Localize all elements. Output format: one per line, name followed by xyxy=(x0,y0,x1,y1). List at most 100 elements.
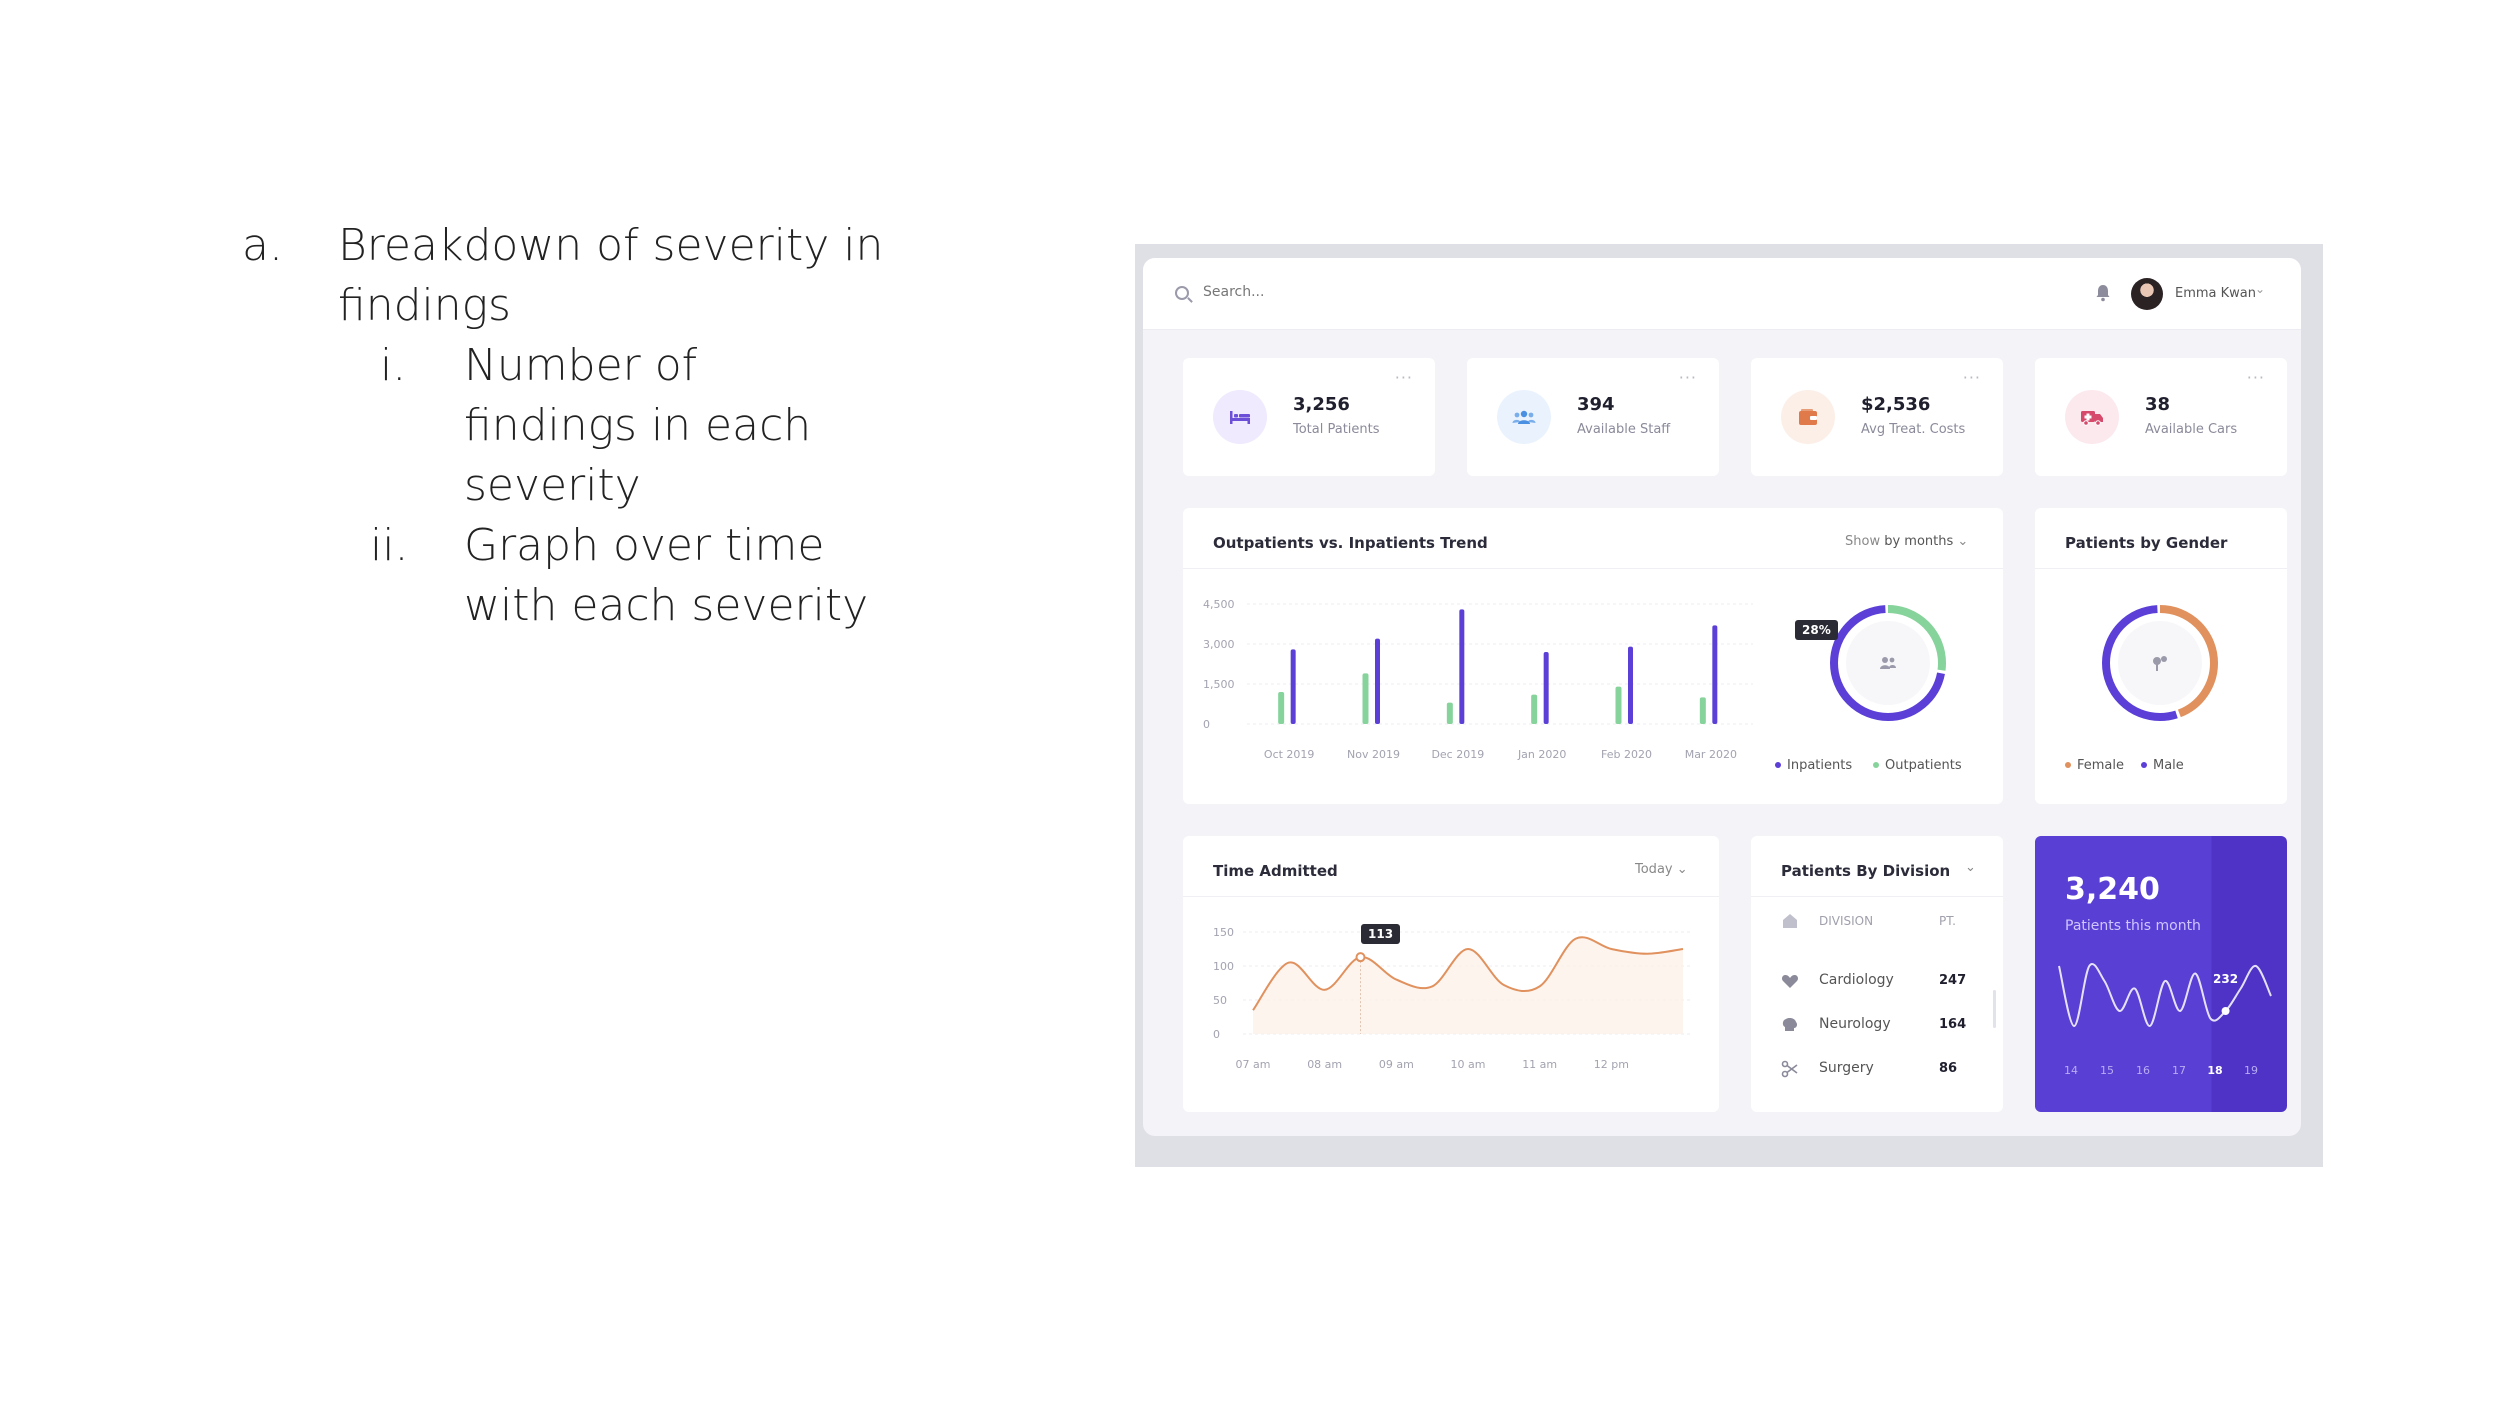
division-row-value: 164 xyxy=(1939,1017,1967,1032)
x-tick-label: 12 pm xyxy=(1594,1058,1629,1071)
division-row-value: 247 xyxy=(1939,973,1967,988)
wallet-icon xyxy=(1781,390,1835,444)
division-row-label: Cardiology xyxy=(1819,972,1894,988)
user-name[interactable]: Emma Kwan xyxy=(2175,286,2257,301)
y-tick-label: 0 xyxy=(1203,718,1210,731)
stat-card-available-staff[interactable]: 394 Available Staff ··· xyxy=(1467,358,1719,476)
stat-label: Available Cars xyxy=(2145,422,2238,437)
x-tick-label: 18 xyxy=(2207,1064,2222,1077)
bar-outpatients xyxy=(1446,702,1453,724)
x-tick-label: Dec 2019 xyxy=(1431,748,1484,761)
dashboard-screenshot: Search... Emma Kwan ⌄ 3,256 Total Patien… xyxy=(1135,244,2323,1167)
donut-slice-male xyxy=(2102,605,2218,721)
x-tick-label: Nov 2019 xyxy=(1347,748,1400,761)
stat-card-avg-treat-costs[interactable]: $2,536 Avg Treat. Costs ··· xyxy=(1751,358,2003,476)
line-series xyxy=(1252,936,1684,1011)
people-icon-head xyxy=(1889,657,1895,663)
bar-inpatients xyxy=(1543,652,1549,724)
trend-donut-chart xyxy=(1830,605,1946,721)
y-tick-label: 100 xyxy=(1213,960,1234,973)
slide-outline: a. Breakdown of severity in findings i. … xyxy=(0,0,1000,800)
x-tick-label: Feb 2020 xyxy=(1601,748,1652,761)
divider xyxy=(1751,896,2003,897)
x-tick-label: 09 am xyxy=(1379,1058,1414,1071)
gender-icon-shape xyxy=(2156,664,2158,671)
stat-card-available-cars[interactable]: 38 Available Cars ··· xyxy=(2035,358,2287,476)
time-admitted-line-chart: 150 100 50 0 07 am 08 am 09 am 10 am 11 am 12 pm xyxy=(1213,926,1693,1071)
donut-slice-outpatients xyxy=(1830,605,1946,721)
line-area xyxy=(1253,937,1683,1034)
y-tick-label: 1,500 xyxy=(1203,678,1235,691)
division-row-label: Surgery xyxy=(1819,1060,1874,1076)
y-tick-label: 3,000 xyxy=(1203,638,1235,651)
chevron-down-icon: ⌄ xyxy=(1676,862,1688,877)
outline-item-i-line3: severity xyxy=(464,460,641,511)
x-tick-label: Jan 2020 xyxy=(1517,748,1566,761)
more-icon[interactable]: ··· xyxy=(2246,368,2265,387)
legend-outpatients: Outpatients xyxy=(1873,758,1962,773)
time-admitted-card: Time Admitted Today ⌄ 150 100 50 0 07 am 08 a… xyxy=(1183,836,1719,1112)
x-tick-label: Oct 2019 xyxy=(1264,748,1315,761)
x-tick-label: Mar 2020 xyxy=(1685,748,1737,761)
people-icon xyxy=(1880,657,1896,669)
search-icon[interactable] xyxy=(1175,286,1189,300)
divider xyxy=(1183,568,2003,569)
bar-outpatients xyxy=(1531,694,1538,724)
gender-icon xyxy=(2153,656,2167,671)
staff-icon xyxy=(1497,390,1551,444)
top-bar: Search... Emma Kwan ⌄ xyxy=(1143,258,2301,330)
chevron-down-icon[interactable]: ⌄ xyxy=(2255,282,2266,296)
bar-inpatients xyxy=(1712,625,1718,724)
x-tick-label: 10 am xyxy=(1451,1058,1486,1071)
x-tick-label: 15 xyxy=(2100,1064,2114,1077)
outline-item-a-line1: Breakdown of severity in xyxy=(338,220,884,271)
highlight-point xyxy=(1355,952,1366,963)
x-tick-label: 14 xyxy=(2064,1064,2078,1077)
bar-outpatients xyxy=(1699,697,1706,724)
legend-dot xyxy=(1775,761,1781,768)
time-range-value: Today xyxy=(1635,862,1673,877)
x-tick-label: 07 am xyxy=(1236,1058,1271,1071)
stat-value: 38 xyxy=(2145,394,2171,415)
divider xyxy=(1183,896,1719,897)
legend-dot xyxy=(2065,761,2071,768)
time-admitted-tooltip: 113 xyxy=(1361,924,1401,944)
search-input[interactable]: Search... xyxy=(1203,284,1265,300)
more-icon[interactable]: ··· xyxy=(1394,368,1413,387)
stat-value: 394 xyxy=(1577,394,1615,415)
chevron-down-icon[interactable]: ⌄ xyxy=(1965,860,1976,875)
people-icon-body xyxy=(1889,665,1896,668)
month-patients-value: 3,240 xyxy=(2065,872,2160,907)
bell-icon[interactable] xyxy=(2095,284,2111,302)
stat-card-total-patients[interactable]: 3,256 Total Patients ··· xyxy=(1183,358,1435,476)
bar-outpatients xyxy=(1362,673,1369,724)
avatar[interactable] xyxy=(2131,278,2163,310)
outline-item-i-line1: Number of xyxy=(464,340,698,391)
patients-this-month-card: 3,240 Patients this month 232 14 15 16 17 18 1… xyxy=(2035,836,2287,1112)
time-range-dropdown[interactable]: Today ⌄ xyxy=(1635,862,1688,877)
x-tick-label: 17 xyxy=(2172,1064,2186,1077)
legend-inpatients: Inpatients xyxy=(1775,758,1852,773)
division-column-header: DIVISION xyxy=(1819,914,1874,928)
legend-dot xyxy=(2141,761,2147,768)
legend-outpatients-label: Outpatients xyxy=(1885,758,1962,773)
outline-item-ii-line2: with each severity xyxy=(464,580,869,631)
y-tick-label: 150 xyxy=(1213,926,1234,939)
donut-percent-tooltip: 28% xyxy=(1795,620,1838,640)
more-icon[interactable]: ··· xyxy=(1962,368,1981,387)
scrollbar[interactable] xyxy=(1993,990,1996,1028)
scissors-icon xyxy=(1781,1060,1798,1078)
division-row-label: Neurology xyxy=(1819,1016,1891,1032)
x-tick-label: 19 xyxy=(2244,1064,2258,1077)
more-icon[interactable]: ··· xyxy=(1678,368,1697,387)
gender-icon-shape xyxy=(2153,657,2161,665)
x-tick-label: 08 am xyxy=(1307,1058,1342,1071)
show-by-months-dropdown[interactable]: Show by months ⌄ xyxy=(1845,534,1968,549)
division-row-value: 86 xyxy=(1939,1061,1958,1076)
division-card: Patients By Division ⌄ DIVISION PT. Card… xyxy=(1751,836,2003,1112)
stat-label: Total Patients xyxy=(1293,422,1380,437)
sparkline-highlight-point xyxy=(2221,1007,2230,1015)
outline-marker-i: i. xyxy=(380,340,407,391)
gender-title: Patients by Gender xyxy=(2065,534,2228,552)
stat-label: Available Staff xyxy=(1577,422,1671,437)
